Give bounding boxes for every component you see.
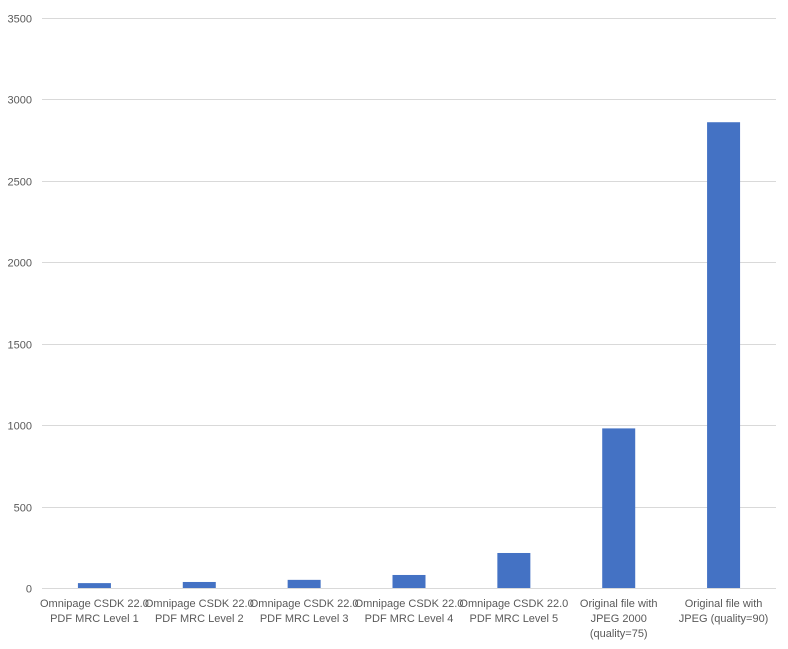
bar: [497, 552, 531, 588]
x-axis-category-labels: Omnipage CSDK 22.0 PDF MRC Level 1Omnipag…: [40, 598, 768, 640]
bar: [392, 574, 426, 588]
bar: [77, 583, 111, 588]
x-category-label: Omnipage CSDK 22.0 PDF MRC Level 1: [40, 598, 149, 625]
x-category-label: Original file with JPEG (quality=90): [679, 598, 769, 625]
x-category-label: Omnipage CSDK 22.0 PDF MRC Level 5: [459, 598, 568, 625]
y-tick-label: 2500: [8, 177, 32, 189]
y-tick-label: 1500: [8, 340, 32, 352]
x-category-label: Omnipage CSDK 22.0 PDF MRC Level 4: [355, 598, 464, 625]
y-axis-tick-labels: 0 500 1000 1500 2000 2500 3000 3500: [8, 14, 32, 596]
y-tick-label: 2000: [8, 258, 32, 270]
y-tick-label: 1000: [8, 421, 32, 433]
x-category-label: Omnipage CSDK 22.0 PDF MRC Level 3: [250, 598, 359, 625]
y-tick-label: 3000: [8, 95, 32, 107]
bar: [182, 581, 216, 588]
y-tick-label: 500: [14, 503, 32, 515]
x-category-label: Omnipage CSDK 22.0 PDF MRC Level 2: [145, 598, 254, 625]
y-tick-label: 3500: [8, 14, 32, 26]
x-category-label: Original file with JPEG 2000 (quality=75): [580, 598, 658, 640]
bar: [707, 122, 741, 588]
bars: [77, 122, 741, 588]
bar: [602, 428, 636, 588]
bar: [287, 579, 321, 588]
gridlines: [42, 18, 776, 589]
y-tick-label: 0: [26, 584, 32, 596]
